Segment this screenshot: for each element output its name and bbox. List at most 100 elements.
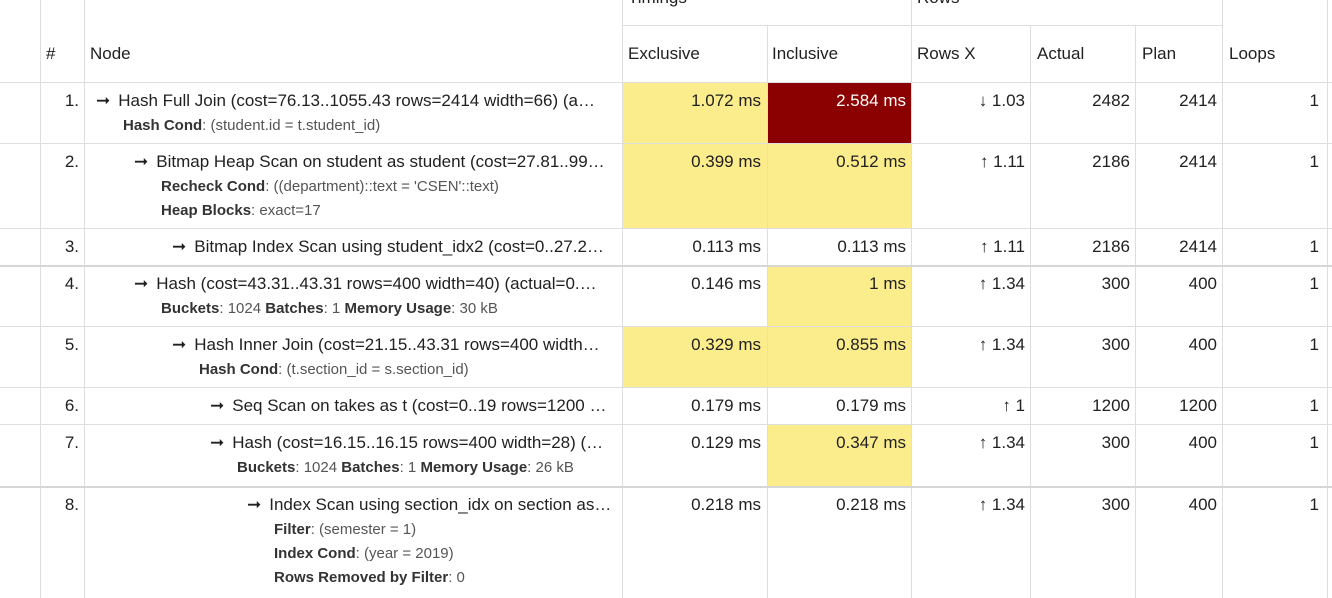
exclusive-highlight bbox=[623, 144, 767, 229]
node-title[interactable]: ➞ Hash Full Join (cost=76.13..1055.43 row… bbox=[96, 91, 618, 111]
table-row[interactable]: 5. ➞ Hash Inner Join (cost=21.15..43.31 ro… bbox=[0, 327, 1332, 388]
detail-value: : 1024 bbox=[219, 300, 266, 317]
node-title[interactable]: ➞ Bitmap Heap Scan on student as student … bbox=[134, 152, 618, 172]
node-detail: Heap Blocks: exact=17 bbox=[161, 202, 321, 220]
node-detail: Index Cond: (year = 2019) bbox=[274, 545, 454, 563]
node-detail: Hash Cond: (t.section_id = s.section_id) bbox=[199, 361, 469, 379]
loops: 1 bbox=[1309, 495, 1319, 514]
inclusive-time: 0.218 ms bbox=[836, 495, 906, 514]
node-title[interactable]: ➞ Hash (cost=16.15..16.15 rows=400 width=… bbox=[210, 433, 618, 453]
detail-key: Heap Blocks bbox=[161, 202, 252, 219]
node-title-text: Hash (cost=16.15..16.15 rows=400 width=2… bbox=[232, 433, 604, 452]
column-divider bbox=[622, 0, 623, 598]
row-divider bbox=[0, 424, 1332, 425]
rows-actual: 300 bbox=[1101, 433, 1130, 452]
detail-key: Index Cond bbox=[274, 545, 356, 562]
exclusive-highlight bbox=[623, 83, 767, 144]
header-plan[interactable]: Plan bbox=[1142, 44, 1177, 63]
inclusive-time: 0.512 ms bbox=[836, 152, 906, 171]
detail-value: : (t.section_id = s.section_id) bbox=[278, 361, 469, 378]
header-rows-x[interactable]: Rows X bbox=[917, 44, 976, 63]
detail-value: : 0 bbox=[448, 569, 465, 586]
header-inclusive[interactable]: Inclusive bbox=[772, 44, 839, 63]
node-title[interactable]: ➞ Index Scan using section_idx on section… bbox=[247, 495, 618, 515]
table-row[interactable]: 2. ➞ Bitmap Heap Scan on student as studen… bbox=[0, 144, 1332, 229]
exclusive-time: 0.179 ms bbox=[691, 396, 761, 415]
detail-key: Batches bbox=[265, 300, 324, 317]
table-row[interactable]: 4. ➞ Hash (cost=43.31..43.31 rows=400 widt… bbox=[0, 266, 1332, 327]
node-title-text: Seq Scan on takes as t (cost=0..19 rows=… bbox=[232, 396, 607, 415]
table-row[interactable]: 6. ➞ Seq Scan on takes as t (cost=0..19 ro… bbox=[0, 388, 1332, 425]
rows-actual: 2186 bbox=[1092, 237, 1130, 256]
header-node[interactable]: Node bbox=[90, 44, 131, 63]
column-divider bbox=[84, 0, 85, 598]
detail-value: : ((department)::text = 'CSEN'::text) bbox=[265, 178, 499, 195]
table-row[interactable]: 1. ➞ Hash Full Join (cost=76.13..1055.43 r… bbox=[0, 83, 1332, 144]
inclusive-time: 0.855 ms bbox=[836, 335, 906, 354]
table-row[interactable]: 3. ➞ Bitmap Index Scan using student_idx2 … bbox=[0, 229, 1332, 266]
loops: 1 bbox=[1309, 396, 1319, 415]
row-divider bbox=[0, 326, 1332, 327]
arrow-right-icon: ➞ bbox=[172, 237, 187, 256]
header-loops[interactable]: Loops bbox=[1229, 44, 1276, 63]
group-divider bbox=[622, 25, 1223, 26]
arrow-right-icon: ➞ bbox=[210, 396, 225, 415]
exclusive-time: 0.399 ms bbox=[691, 152, 761, 171]
exclusive-time: 0.129 ms bbox=[691, 433, 761, 452]
node-title[interactable]: ➞ Bitmap Index Scan using student_idx2 (c… bbox=[172, 237, 618, 257]
node-title[interactable]: ➞ Seq Scan on takes as t (cost=0..19 rows… bbox=[210, 396, 618, 416]
detail-value: : 1 bbox=[399, 459, 421, 476]
detail-value: : 1 bbox=[323, 300, 345, 317]
detail-key: Memory Usage bbox=[344, 300, 452, 317]
arrow-right-icon: ➞ bbox=[134, 152, 149, 171]
arrow-right-icon: ➞ bbox=[96, 91, 111, 110]
rows-x: ↑ 1.34 bbox=[978, 433, 1025, 452]
node-title[interactable]: ➞ Hash Inner Join (cost=21.15..43.31 rows… bbox=[172, 335, 618, 355]
rows-plan: 400 bbox=[1188, 335, 1217, 354]
rows-actual: 300 bbox=[1101, 274, 1130, 293]
table-row[interactable]: 7. ➞ Hash (cost=16.15..16.15 rows=400 widt… bbox=[0, 425, 1332, 487]
rows-plan: 400 bbox=[1188, 274, 1217, 293]
inclusive-highlight bbox=[768, 327, 911, 388]
detail-key: Hash Cond bbox=[199, 361, 279, 378]
row-number: 7. bbox=[64, 433, 79, 452]
table-row[interactable]: 8. ➞ Index Scan using section_idx on secti… bbox=[0, 487, 1332, 598]
rows-x: ↓ 1.03 bbox=[978, 91, 1025, 110]
rows-actual: 2186 bbox=[1092, 152, 1130, 171]
node-title-text: Hash Inner Join (cost=21.15..43.31 rows=… bbox=[194, 335, 600, 354]
node-title-text: Hash (cost=43.31..43.31 rows=400 width=4… bbox=[156, 274, 597, 293]
detail-key: Hash Cond bbox=[123, 117, 203, 134]
rows-plan: 2414 bbox=[1179, 237, 1217, 256]
inclusive-highlight bbox=[768, 266, 911, 327]
header-num[interactable]: # bbox=[46, 44, 56, 63]
node-title-text: Bitmap Index Scan using student_idx2 (co… bbox=[194, 237, 604, 256]
exclusive-time: 0.146 ms bbox=[691, 274, 761, 293]
rows-plan: 400 bbox=[1188, 495, 1217, 514]
row-divider bbox=[0, 228, 1332, 229]
detail-value: : exact=17 bbox=[251, 202, 321, 219]
inclusive-time: 0.347 ms bbox=[836, 433, 906, 452]
node-detail: Recheck Cond: ((department)::text = 'CSE… bbox=[161, 178, 499, 196]
rows-x: ↑ 1.11 bbox=[979, 237, 1025, 256]
header-exclusive[interactable]: Exclusive bbox=[628, 44, 700, 63]
row-divider bbox=[0, 387, 1332, 388]
inclusive-time: 0.179 ms bbox=[836, 396, 906, 415]
detail-value: : 26 kB bbox=[527, 459, 574, 476]
rows-x: ↑ 1.11 bbox=[979, 152, 1025, 171]
detail-value: : 1024 bbox=[295, 459, 342, 476]
row-number: 3. bbox=[64, 237, 79, 256]
inclusive-time: 2.584 ms bbox=[836, 91, 906, 110]
column-divider bbox=[1327, 0, 1328, 598]
inclusive-time: 0.113 ms bbox=[837, 237, 906, 256]
rows-x: ↑ 1.34 bbox=[978, 495, 1025, 514]
column-divider bbox=[1030, 25, 1031, 598]
header-group-timings: Timings bbox=[628, 0, 687, 8]
detail-key: Rows Removed by Filter bbox=[274, 569, 449, 586]
header-actual[interactable]: Actual bbox=[1037, 44, 1085, 63]
node-title[interactable]: ➞ Hash (cost=43.31..43.31 rows=400 width=… bbox=[134, 274, 618, 294]
row-divider bbox=[0, 82, 1332, 83]
loops: 1 bbox=[1309, 91, 1319, 110]
rows-plan: 400 bbox=[1188, 433, 1217, 452]
arrow-right-icon: ➞ bbox=[172, 335, 187, 354]
node-detail: Filter: (semester = 1) bbox=[274, 521, 416, 539]
